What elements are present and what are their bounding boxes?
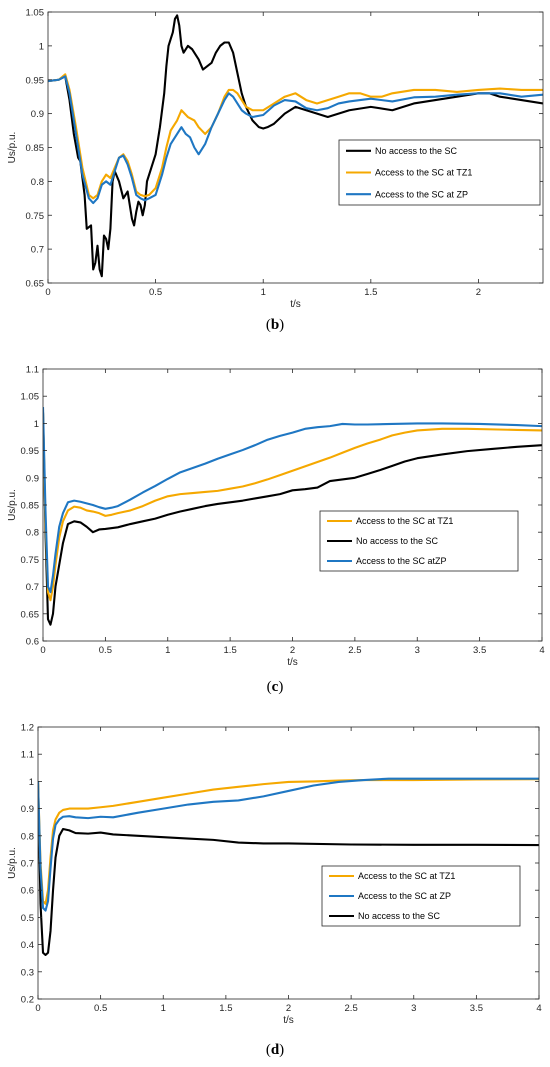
series-line-3 bbox=[48, 75, 543, 205]
x-tick-label: 2.5 bbox=[348, 645, 361, 656]
x-tick-label: 1 bbox=[261, 287, 266, 298]
panel-caption: (d) bbox=[266, 1042, 284, 1058]
y-axis-label: Us/p.u. bbox=[7, 847, 18, 879]
y-tick-label: 1 bbox=[29, 777, 34, 788]
panel-caption: (c) bbox=[267, 679, 284, 695]
plot-area bbox=[43, 369, 542, 641]
series-line-3 bbox=[43, 407, 542, 594]
x-tick-label: 0.5 bbox=[94, 1003, 107, 1014]
x-tick-label: 0 bbox=[45, 287, 50, 298]
y-tick-label: 0.9 bbox=[31, 109, 44, 120]
x-tick-label: 3 bbox=[411, 1003, 416, 1014]
x-tick-label: 0 bbox=[40, 645, 45, 656]
legend-entry: Access to the SC at TZ1 bbox=[356, 516, 453, 526]
y-tick-label: 0.7 bbox=[26, 582, 39, 593]
y-tick-label: 0.75 bbox=[21, 555, 40, 566]
legend: No access to the SC Access to the SC at T… bbox=[338, 139, 541, 206]
legend-entry: Access to the SC at ZP bbox=[358, 891, 451, 901]
x-tick-label: 4 bbox=[536, 1003, 541, 1014]
series-line-1 bbox=[38, 781, 539, 956]
y-tick-label: 1.2 bbox=[21, 723, 34, 734]
chart-panel-c: 0 0.5 1 1.5 2 2.5 3 3.5 4 0.6 0.65 0.7 0.75 0.8 0.85 0.… bbox=[7, 365, 545, 696]
legend-box bbox=[321, 865, 521, 927]
y-tick-label: 0.4 bbox=[21, 940, 34, 951]
y-tick-label: 0.85 bbox=[26, 143, 45, 154]
series-line-1 bbox=[43, 412, 542, 626]
x-tick-label: 1.5 bbox=[224, 645, 237, 656]
panel-caption: (b) bbox=[266, 317, 284, 333]
y-tick-label: 1 bbox=[34, 419, 39, 430]
plot-area bbox=[38, 727, 539, 999]
x-tick-label: 2 bbox=[476, 287, 481, 298]
y-tick-label: 0.65 bbox=[26, 279, 45, 290]
y-axis-label: Us/p.u. bbox=[7, 132, 18, 164]
y-tick-label: 0.9 bbox=[26, 473, 39, 484]
y-tick-label: 1.05 bbox=[26, 8, 45, 19]
legend-box bbox=[338, 139, 541, 206]
chart-panel-d: 0 0.5 1 1.5 2 2.5 3 3.5 4 0.2 0.3 0.4 0.5 0.6 0.7 0.8 0.… bbox=[7, 723, 542, 1059]
y-tick-label: 1.1 bbox=[21, 750, 34, 761]
legend-entry: Access to the SC at ZP bbox=[375, 189, 468, 199]
y-tick-label: 0.8 bbox=[31, 177, 44, 188]
y-tick-label: 0.85 bbox=[21, 501, 40, 512]
y-tick-label: 0.95 bbox=[26, 75, 45, 86]
y-tick-label: 0.7 bbox=[31, 245, 44, 256]
legend-entry: Access to the SC atZP bbox=[356, 556, 447, 566]
y-tick-label: 0.3 bbox=[21, 967, 34, 978]
series-line-2 bbox=[48, 73, 543, 200]
x-axis-label: t/s bbox=[290, 299, 301, 310]
x-tick-label: 1 bbox=[161, 1003, 166, 1014]
y-tick-label: 0.2 bbox=[21, 995, 34, 1006]
legend: Access to the SC at TZ1 Access to the SC … bbox=[321, 865, 521, 927]
legend-entry: No access to the SC bbox=[358, 911, 441, 921]
legend: Access to the SC at TZ1 No access to the … bbox=[319, 510, 519, 572]
legend-entry: Access to the SC at TZ1 bbox=[358, 871, 455, 881]
legend-entry: Access to the SC at TZ1 bbox=[375, 168, 472, 178]
x-tick-label: 0 bbox=[35, 1003, 40, 1014]
x-tick-label: 1.5 bbox=[219, 1003, 232, 1014]
x-tick-label: 2 bbox=[290, 645, 295, 656]
y-tick-label: 1 bbox=[39, 41, 44, 52]
y-tick-label: 0.65 bbox=[21, 609, 40, 620]
y-tick-label: 0.6 bbox=[26, 637, 39, 648]
y-axis-label: Us/p.u. bbox=[7, 489, 18, 521]
series-line-1 bbox=[48, 14, 543, 278]
x-tick-label: 1.5 bbox=[364, 287, 377, 298]
x-tick-label: 3.5 bbox=[473, 645, 486, 656]
x-tick-label: 0.5 bbox=[149, 287, 162, 298]
legend-entry: No access to the SC bbox=[356, 536, 439, 546]
y-tick-label: 0.6 bbox=[21, 886, 34, 897]
x-tick-label: 2 bbox=[286, 1003, 291, 1014]
legend-entry: No access to the SC bbox=[375, 146, 458, 156]
x-tick-label: 1 bbox=[165, 645, 170, 656]
x-tick-label: 4 bbox=[539, 645, 544, 656]
y-tick-label: 1.05 bbox=[21, 392, 40, 403]
y-tick-label: 0.8 bbox=[21, 831, 34, 842]
y-tick-label: 0.8 bbox=[26, 528, 39, 539]
x-tick-label: 2.5 bbox=[345, 1003, 358, 1014]
x-tick-label: 3 bbox=[415, 645, 420, 656]
x-axis-label: t/s bbox=[283, 1015, 294, 1026]
x-tick-label: 0.5 bbox=[99, 645, 112, 656]
y-tick-label: 0.75 bbox=[26, 211, 45, 222]
x-axis-label: t/s bbox=[287, 657, 298, 668]
x-tick-label: 3.5 bbox=[470, 1003, 483, 1014]
y-tick-label: 0.9 bbox=[21, 804, 34, 815]
series-line-2 bbox=[43, 412, 542, 602]
legend-box bbox=[319, 510, 519, 572]
y-tick-label: 0.5 bbox=[21, 913, 34, 924]
y-tick-label: 1.1 bbox=[26, 365, 39, 376]
series-line-3 bbox=[38, 777, 539, 912]
y-tick-label: 0.7 bbox=[21, 859, 34, 870]
y-tick-label: 0.95 bbox=[21, 446, 40, 457]
chart-panel-b: 0 0.5 1 1.5 2 0.65 0.7 0.75 0.8 0.85 0.9 0.95 1 1.05 t… bbox=[7, 8, 544, 333]
